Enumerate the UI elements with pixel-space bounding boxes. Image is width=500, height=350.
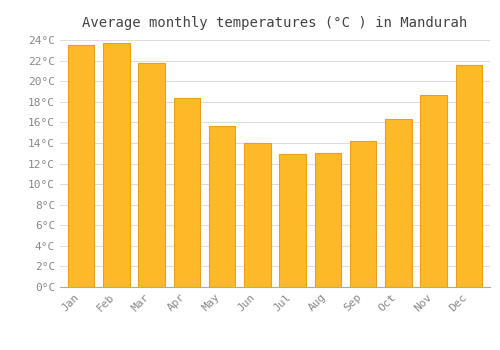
Bar (138, 63, 165, 287)
Bar (244, 143, 270, 287)
Bar (209, 126, 236, 287)
Bar (350, 141, 376, 287)
Bar (174, 98, 200, 287)
Bar (456, 65, 482, 287)
Bar (68, 45, 94, 287)
Bar (385, 119, 411, 287)
Bar (314, 153, 341, 287)
Bar (103, 43, 130, 287)
Bar (280, 154, 306, 287)
Bar (420, 94, 447, 287)
Title: Average monthly temperatures (°C ) in Mandurah: Average monthly temperatures (°C ) in Ma… (82, 16, 468, 30)
